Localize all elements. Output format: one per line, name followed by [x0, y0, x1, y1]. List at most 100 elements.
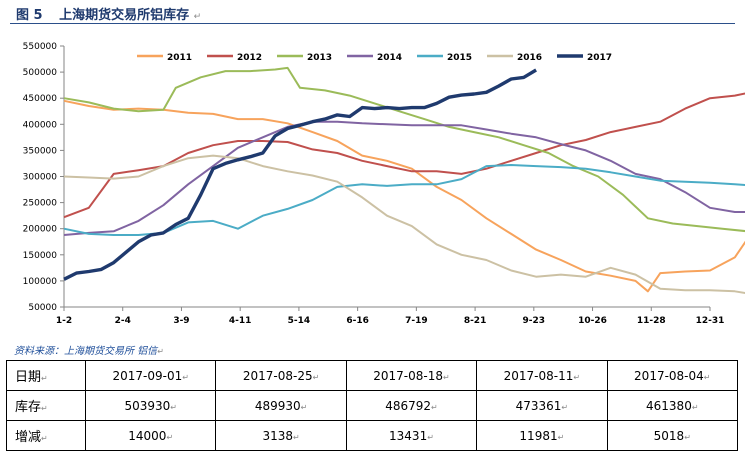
- table-cell: 11981↵: [476, 420, 608, 451]
- table-cell: 503930↵: [84, 390, 217, 421]
- y-tick-label: 500000: [23, 68, 58, 78]
- table-row: 增减↵ 14000↵ 3138↵ 13431↵ 11981↵ 5018↵: [6, 420, 739, 451]
- figure-title: 图 5 上海期货交易所铝库存 ↵: [16, 4, 201, 23]
- change-value: 3138: [262, 428, 293, 443]
- paragraph-mark-icon: ↵: [691, 402, 699, 412]
- legend-label-2012: 2012: [237, 53, 262, 63]
- table-cell: 13431↵: [345, 420, 478, 451]
- figure-number: 图 5: [16, 8, 43, 23]
- legend-label-2017: 2017: [587, 53, 612, 63]
- change-value: 13431: [389, 428, 428, 443]
- paragraph-mark-icon: ↵: [312, 372, 320, 382]
- row-label-stock: 库存: [15, 400, 42, 415]
- stock-table: 日期↵ 2017-09-01↵ 2017-08-25↵ 2017-08-18↵ …: [6, 360, 739, 451]
- table-cell: 461380↵: [606, 390, 739, 421]
- title-divider: [10, 23, 735, 24]
- y-tick-label: 250000: [23, 199, 58, 209]
- x-tick-label: 5-14: [288, 316, 311, 326]
- y-tick-label: 300000: [23, 173, 58, 183]
- paragraph-mark-icon: ↵: [166, 432, 174, 442]
- figure-title-text: 上海期货交易所铝库存: [59, 8, 190, 23]
- y-tick-label: 450000: [23, 94, 58, 104]
- paragraph-mark-icon: ↵: [157, 347, 164, 356]
- stock-value: 473361: [515, 398, 562, 413]
- paragraph-mark-icon: ↵: [443, 372, 450, 382]
- series-line-2013: [63, 66, 745, 233]
- stock-value: 461380: [646, 398, 692, 413]
- table-row-header: 增减↵: [6, 420, 86, 451]
- legend-label-2011: 2011: [167, 53, 192, 63]
- legend-label-2013: 2013: [307, 53, 332, 63]
- y-tick-label: 200000: [23, 225, 58, 235]
- legend-label-2014: 2014: [377, 53, 402, 63]
- table-cell: 2017-08-11↵: [476, 360, 608, 391]
- stock-value: 486792: [385, 398, 432, 413]
- table-cell: 2017-08-18↵: [345, 360, 478, 391]
- x-tick-label: 7-19: [405, 316, 428, 326]
- change-value: 14000: [128, 428, 167, 443]
- x-tick-label: 1-2: [56, 316, 72, 326]
- table-cell: 486792↵: [345, 390, 478, 421]
- table-cell: 2017-08-25↵: [215, 360, 347, 391]
- table-cell: 5018↵: [606, 420, 739, 451]
- date-cell: 2017-08-18: [373, 368, 443, 383]
- paragraph-mark-icon: ↵: [170, 402, 177, 412]
- date-cell: 2017-09-01: [112, 368, 183, 383]
- date-cell: 2017-08-25: [242, 368, 313, 383]
- row-label-change: 增减: [15, 430, 42, 445]
- paragraph-mark-icon: ↵: [293, 432, 300, 442]
- paragraph-mark-icon: ↵: [41, 404, 48, 413]
- table-cell: 14000↵: [84, 420, 217, 451]
- paragraph-mark-icon: ↵: [41, 374, 48, 383]
- y-tick-label: 400000: [23, 120, 58, 130]
- x-tick-label: 8-21: [464, 316, 487, 326]
- paragraph-mark-icon: ↵: [300, 402, 308, 412]
- table-cell: 2017-09-01↵: [84, 360, 217, 391]
- y-tick-label: 550000: [23, 42, 58, 52]
- paragraph-mark-icon: ↵: [557, 432, 565, 442]
- change-value: 5018: [653, 428, 685, 443]
- table-row-header: 库存↵: [6, 390, 86, 421]
- x-tick-label: 4-11: [229, 316, 252, 326]
- series-line-2012: [63, 92, 745, 219]
- table-row-header: 日期↵: [6, 360, 86, 391]
- paragraph-mark-icon: ↵: [573, 372, 581, 382]
- paragraph-mark-icon: ↵: [427, 432, 434, 442]
- y-tick-label: 50000: [28, 303, 57, 313]
- paragraph-mark-icon: ↵: [561, 402, 569, 412]
- paragraph-mark-icon: ↵: [684, 432, 691, 442]
- y-tick-label: 100000: [23, 277, 58, 287]
- series-line-2017: [63, 68, 537, 281]
- paragraph-mark-icon: ↵: [182, 372, 189, 382]
- y-tick-label: 350000: [23, 146, 58, 156]
- paragraph-mark-icon: ↵: [431, 402, 438, 412]
- date-cell: 2017-08-11: [503, 368, 574, 383]
- y-tick-label: 150000: [23, 251, 58, 261]
- series-line-2016: [63, 154, 745, 295]
- table-row: 日期↵ 2017-09-01↵ 2017-08-25↵ 2017-08-18↵ …: [6, 360, 739, 391]
- x-tick-label: 6-16: [346, 316, 369, 326]
- legend-label-2015: 2015: [447, 53, 472, 63]
- source-note: 资料来源：上海期货交易所 铝信↵: [14, 342, 164, 357]
- x-tick-label: 2-4: [115, 316, 131, 326]
- paragraph-mark-icon: ↵: [41, 434, 48, 443]
- x-tick-label: 3-9: [173, 316, 189, 326]
- table-header-label: 日期: [15, 370, 42, 385]
- paragraph-mark-icon: ↵: [703, 372, 711, 382]
- change-value: 11981: [519, 428, 558, 443]
- date-cell: 2017-08-04: [634, 368, 704, 383]
- table-row: 库存↵ 503930↵ 489930↵ 486792↵ 473361↵ 4613…: [6, 390, 739, 421]
- series-line-2014: [63, 120, 745, 236]
- series-line-2015: [63, 164, 745, 236]
- table-cell: 473361↵: [476, 390, 608, 421]
- aluminium-stock-chart: 50000 100000 150000 200000 250000 300000 35000…: [23, 42, 745, 326]
- legend-label-2016: 2016: [517, 53, 542, 63]
- table-cell: 2017-08-04↵: [606, 360, 739, 391]
- x-tick-label: 12-31: [696, 316, 725, 326]
- stock-value: 489930: [254, 398, 301, 413]
- x-tick-label: 10-26: [578, 316, 607, 326]
- x-tick-label: 9-23: [523, 316, 546, 326]
- table-cell: 3138↵: [215, 420, 347, 451]
- source-note-text: 资料来源：上海期货交易所 铝信: [14, 346, 158, 357]
- table-cell: 489930↵: [215, 390, 347, 421]
